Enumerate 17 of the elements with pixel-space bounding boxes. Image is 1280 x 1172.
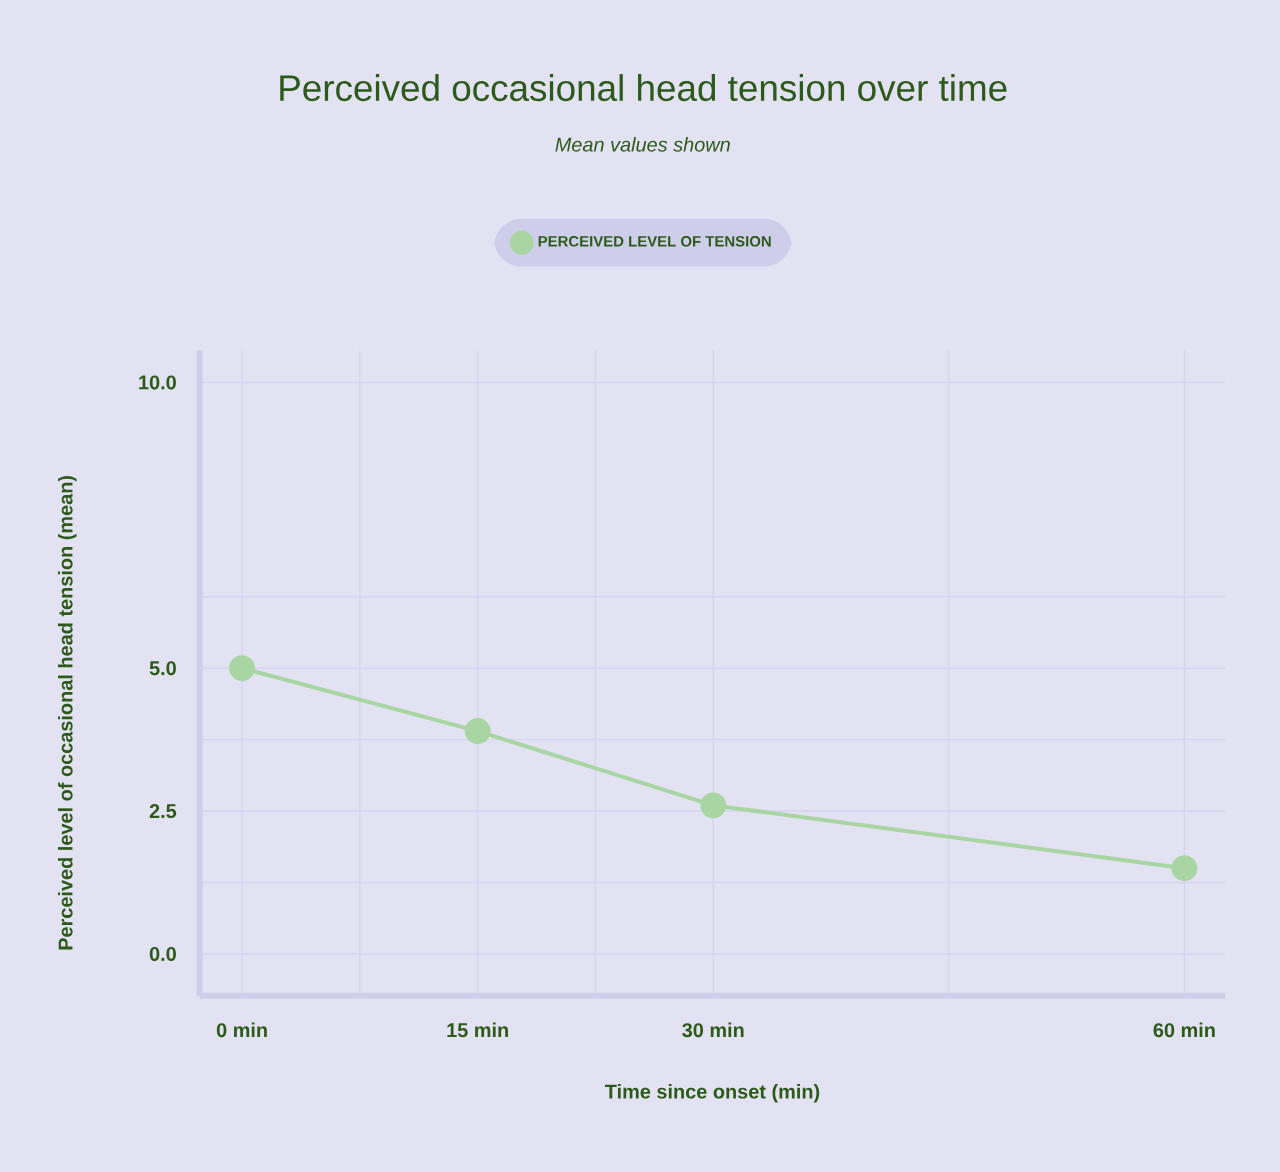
chart-subtitle: Mean values shown xyxy=(555,137,730,152)
x-tick-label: 15 min xyxy=(447,1022,508,1038)
y-tick-label: 2.5 xyxy=(149,804,177,819)
x-tick-label: 60 min xyxy=(1153,1022,1215,1038)
y-axis-title: Perceived level of occasional head tension (mean) xyxy=(58,476,77,950)
point xyxy=(700,792,727,819)
chart-title: Perceived occasional head tension over time xyxy=(280,74,1007,102)
y-tick-label: 10.0 xyxy=(139,375,176,390)
y-tick-label: 5.0 xyxy=(149,661,176,676)
legend-label: PERCEIVED LEVEL OF TENSION xyxy=(538,236,771,247)
point xyxy=(1171,855,1198,882)
y-tick-label: 0.0 xyxy=(149,946,176,962)
point xyxy=(464,718,491,745)
x-axis-title: Time since onset (min) xyxy=(604,1084,820,1103)
x-tick-label: 0 min xyxy=(216,1022,267,1038)
x-tick-label: 30 min xyxy=(682,1022,744,1038)
point xyxy=(229,655,256,682)
